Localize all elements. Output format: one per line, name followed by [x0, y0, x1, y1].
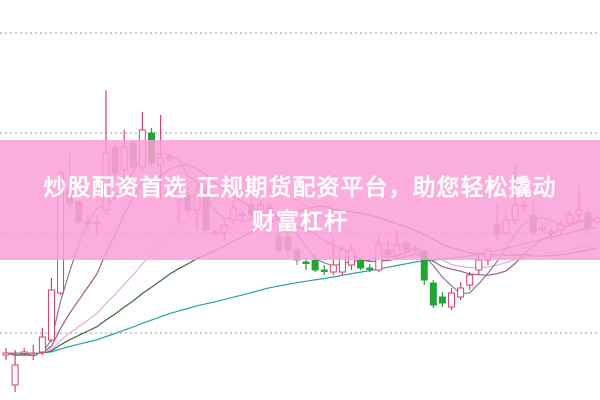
candle-body — [2, 352, 10, 356]
promo-banner: 炒股配资首选 正规期货配资平台，助您轻松撬动 财富杠杆 — [0, 140, 600, 260]
candle-body — [302, 261, 310, 264]
candle-body — [457, 287, 465, 298]
candle-body — [429, 282, 437, 306]
candle-body — [11, 364, 19, 386]
banner-line-2: 财富杠杆 — [252, 209, 348, 235]
candle-body — [475, 259, 483, 271]
banner-line-1: 炒股配资首选 正规期货配资平台，助您轻松撬动 — [43, 175, 557, 201]
candle-body — [366, 267, 374, 270]
candle-body — [311, 259, 319, 271]
candle-body — [29, 353, 37, 356]
candle-body — [438, 296, 446, 304]
candle-body — [320, 269, 328, 272]
candle-body — [38, 336, 46, 353]
candle-body — [47, 289, 55, 341]
candle-body — [357, 259, 365, 269]
candle-body — [20, 351, 28, 354]
candle-body — [448, 292, 456, 308]
candle-body — [466, 274, 474, 286]
candle-body — [329, 264, 337, 273]
